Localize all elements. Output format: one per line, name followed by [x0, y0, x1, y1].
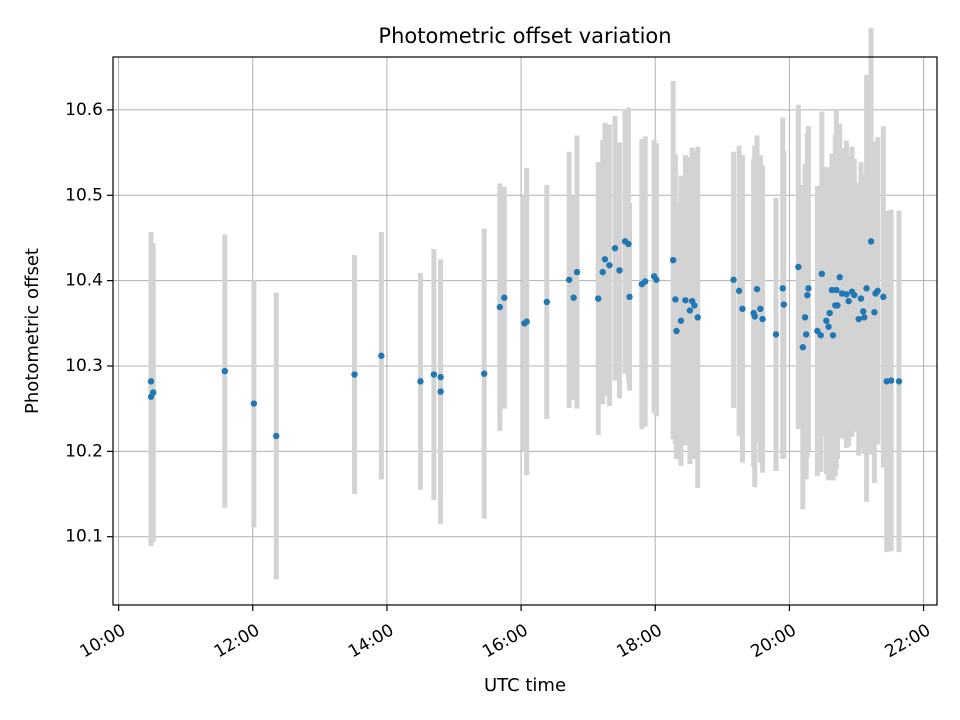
data-point — [795, 263, 802, 271]
data-point — [863, 285, 870, 292]
data-point — [691, 302, 698, 309]
data-point — [828, 286, 836, 294]
data-point — [779, 285, 786, 292]
data-point — [780, 301, 788, 308]
data-point — [501, 294, 508, 301]
x-axis-title: UTC time — [484, 675, 566, 696]
data-point — [804, 291, 811, 299]
data-point — [845, 297, 852, 305]
data-point — [625, 240, 632, 248]
y-tick-label: 10.6 — [65, 100, 103, 120]
data-point — [826, 309, 833, 317]
data-point — [653, 276, 660, 283]
data-point — [417, 378, 424, 385]
data-point — [677, 317, 685, 324]
data-point — [730, 276, 737, 283]
data-point — [825, 323, 832, 330]
data-point — [880, 293, 887, 301]
data-point — [480, 370, 488, 377]
data-point — [836, 274, 843, 281]
y-axis-ticks: 10.1 10.2 10.3 10.4 10.5 10.6 — [65, 100, 113, 547]
y-tick-label: 10.1 — [65, 527, 103, 547]
data-point — [565, 276, 573, 283]
data-point — [801, 314, 809, 321]
data-point — [772, 331, 780, 338]
data-point — [799, 344, 807, 351]
data-point — [818, 270, 826, 278]
data-point — [843, 291, 850, 298]
data-point — [437, 388, 444, 395]
data-point — [895, 378, 903, 385]
data-point — [673, 327, 680, 335]
data-point — [857, 295, 865, 302]
data-point — [606, 262, 613, 269]
data-point — [759, 315, 766, 323]
y-axis-title: Photometric offset — [22, 248, 43, 414]
data-point — [523, 318, 530, 325]
data-point — [861, 314, 868, 321]
data-points — [147, 238, 903, 440]
data-point — [817, 332, 824, 339]
data-point — [834, 302, 841, 309]
y-tick-label: 10.3 — [65, 356, 103, 376]
data-point — [802, 331, 810, 338]
data-point — [595, 295, 602, 302]
data-point — [867, 238, 875, 245]
data-point — [437, 373, 444, 381]
data-point — [694, 314, 701, 321]
data-point — [855, 315, 862, 323]
data-point — [150, 389, 157, 396]
y-tick-label: 10.5 — [65, 185, 103, 205]
data-point — [686, 307, 694, 314]
data-point — [273, 432, 280, 440]
data-point — [601, 256, 609, 263]
data-point — [641, 278, 649, 285]
data-point — [250, 400, 258, 407]
chart-title: Photometric offset variation — [378, 24, 671, 48]
data-point — [739, 305, 746, 313]
data-point — [823, 317, 830, 324]
data-point — [616, 267, 623, 274]
data-point — [351, 371, 358, 378]
data-point — [851, 291, 858, 299]
plot-frame — [112, 56, 938, 606]
data-point — [860, 308, 867, 315]
data-point — [751, 313, 758, 320]
data-point — [221, 367, 229, 375]
data-point — [874, 287, 881, 295]
y-tick-label: 10.2 — [65, 441, 103, 461]
data-point — [626, 293, 633, 301]
data-point — [599, 268, 606, 276]
data-point — [570, 294, 577, 301]
data-point — [669, 256, 677, 264]
data-point — [573, 268, 581, 276]
data-point — [753, 285, 761, 293]
data-point — [147, 378, 155, 385]
data-point — [829, 332, 837, 339]
data-point — [833, 286, 840, 294]
data-point — [682, 297, 689, 304]
data-point — [757, 305, 764, 313]
data-point — [672, 296, 679, 303]
data-point — [735, 287, 743, 295]
data-point — [805, 285, 812, 292]
data-point — [871, 309, 878, 316]
data-point — [430, 371, 438, 378]
data-point — [496, 303, 504, 311]
data-point — [378, 352, 385, 359]
data-point — [611, 245, 619, 252]
y-tick-label: 10.4 — [65, 271, 103, 291]
data-point — [543, 298, 551, 306]
data-point — [887, 377, 895, 384]
